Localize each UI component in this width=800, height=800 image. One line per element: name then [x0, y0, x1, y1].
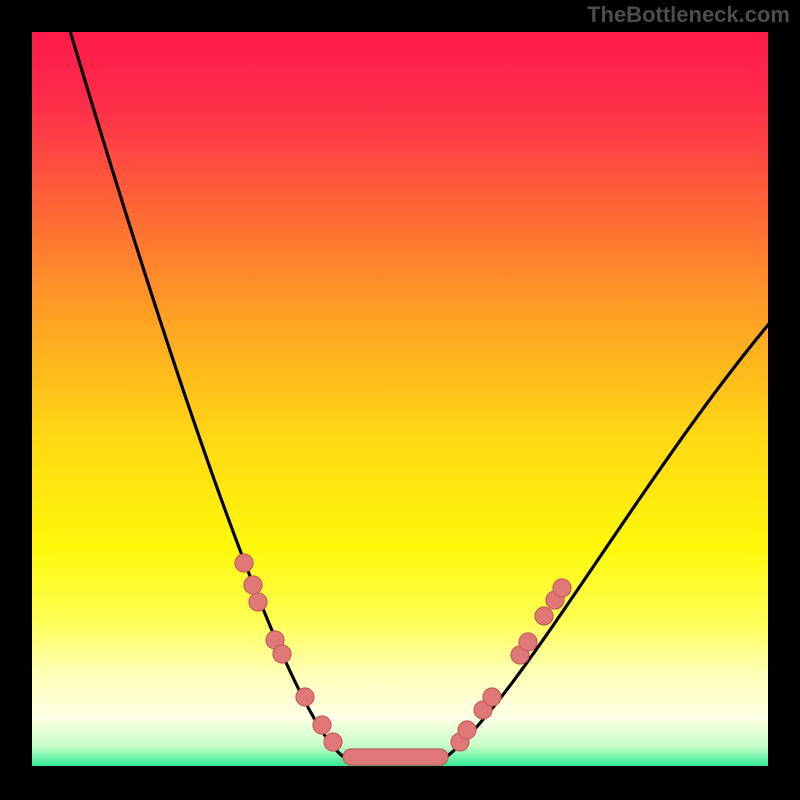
plot-background — [32, 32, 768, 766]
attribution-label: TheBottleneck.com — [587, 2, 790, 28]
marker-right-8 — [553, 579, 571, 597]
marker-left-1 — [244, 576, 262, 594]
marker-left-6 — [313, 716, 331, 734]
marker-left-5 — [296, 688, 314, 706]
marker-left-4 — [273, 645, 291, 663]
marker-left-0 — [235, 554, 253, 572]
marker-left-2 — [249, 593, 267, 611]
chart-container: TheBottleneck.com — [0, 0, 800, 800]
bottleneck-chart — [0, 0, 800, 800]
marker-right-5 — [519, 633, 537, 651]
marker-left-7 — [324, 733, 342, 751]
marker-right-1 — [458, 721, 476, 739]
marker-right-6 — [535, 607, 553, 625]
marker-right-3 — [483, 688, 501, 706]
flat-marker-segment — [343, 749, 448, 765]
